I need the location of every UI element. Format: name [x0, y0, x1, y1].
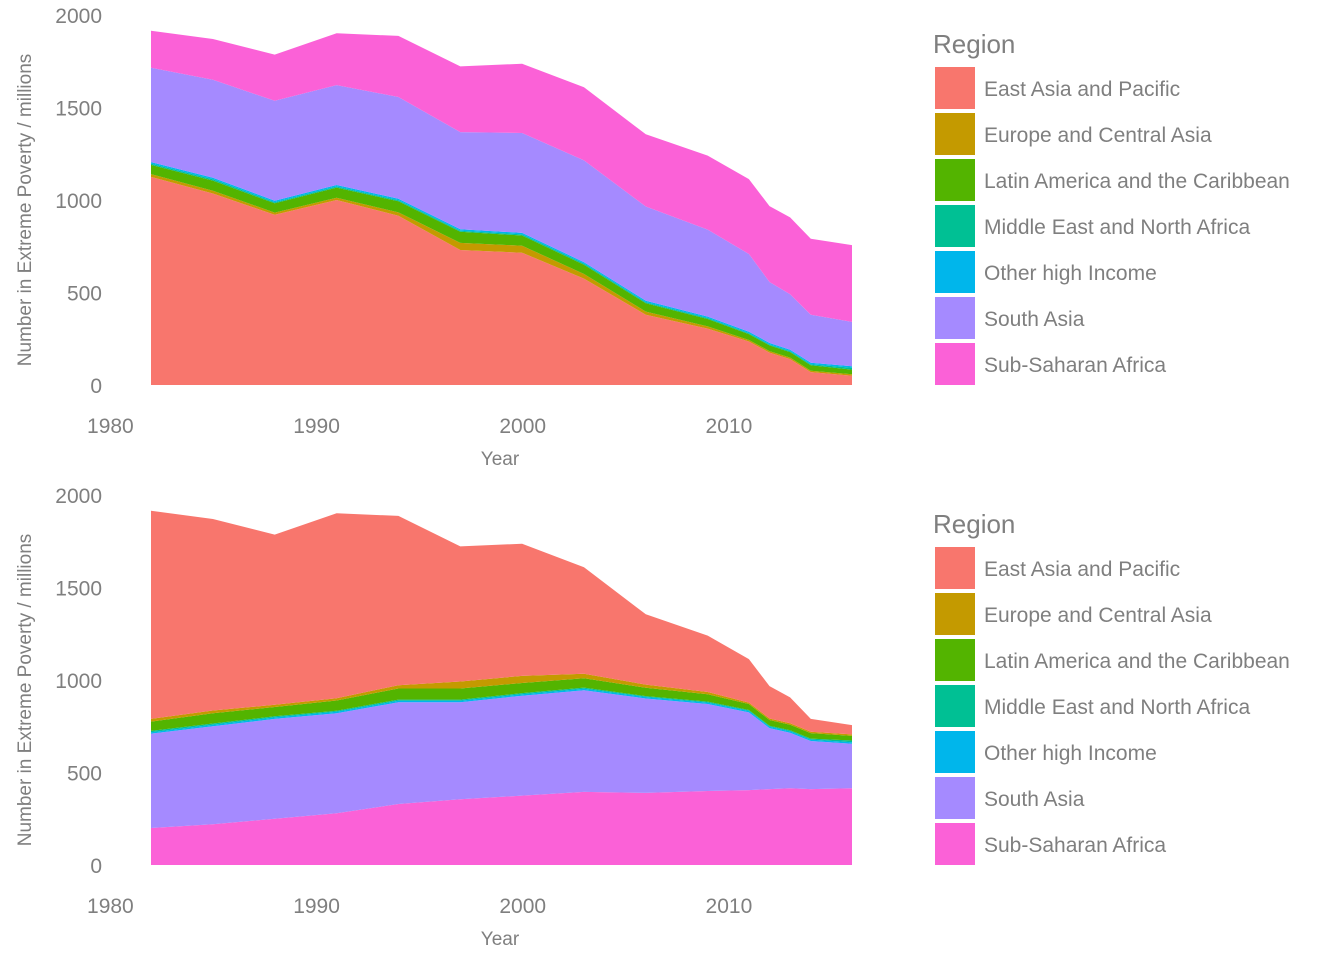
y-tick-label: 2000: [55, 5, 102, 28]
legend: Region East Asia and Pacific Europe and Ce…: [933, 29, 1290, 385]
area-other-high-income: [151, 162, 852, 368]
area-sub-saharan-africa: [151, 30, 852, 322]
legend-swatch-south-asia: [935, 297, 975, 339]
area-east-asia-and-pacific: [151, 510, 852, 735]
legend-swatch-east-asia-and-pacific: [935, 67, 975, 109]
area-latin-america-and-the-caribbean: [151, 164, 852, 375]
legend-label-other-high-income: Other high Income: [984, 262, 1157, 285]
legend: Region East Asia and Pacific Europe and Ce…: [933, 509, 1290, 865]
x-tick-label: 2010: [706, 895, 753, 918]
x-axis-label: Year: [481, 929, 520, 950]
x-tick-label: 1980: [87, 415, 134, 438]
legend-label-europe-and-central-asia: Europe and Central Asia: [984, 124, 1212, 147]
area-latin-america-and-the-caribbean: [151, 678, 852, 741]
area-middle-east-and-north-africa: [151, 687, 852, 743]
x-tick-label: 2000: [499, 415, 546, 438]
area-europe-and-central-asia: [151, 673, 852, 736]
legend-swatch-europe-and-central-asia: [935, 113, 975, 155]
area-east-asia-and-pacific: [151, 176, 852, 385]
area-south-asia: [151, 690, 852, 828]
legend-label-south-asia: South Asia: [984, 308, 1085, 331]
y-tick-label: 0: [90, 855, 102, 878]
legend-swatch-middle-east-and-north-africa: [935, 685, 975, 727]
legend-label-east-asia-and-pacific: East Asia and Pacific: [984, 558, 1180, 581]
x-tick-label: 1990: [293, 415, 340, 438]
y-tick-label: 1000: [55, 190, 102, 213]
chart-panel-1: 0 500 1000 1500 2000 1980 1990 2000 2010 Year Numb…: [15, 5, 1290, 470]
area-south-asia: [151, 67, 852, 367]
area-europe-and-central-asia: [151, 174, 852, 376]
legend-swatch-middle-east-and-north-africa: [935, 205, 975, 247]
area-sub-saharan-africa: [151, 788, 852, 865]
legend-swatch-other-high-income: [935, 251, 975, 293]
y-tick-label: 0: [90, 375, 102, 398]
x-tick-label: 1990: [293, 895, 340, 918]
legend-label-latin-america-and-the-caribbean: Latin America and the Caribbean: [984, 650, 1290, 673]
legend-label-middle-east-and-north-africa: Middle East and North Africa: [984, 696, 1250, 719]
y-axis-label: Number in Extreme Poverty / millions: [15, 534, 36, 847]
y-tick-label: 500: [67, 763, 102, 786]
legend-label-other-high-income: Other high Income: [984, 742, 1157, 765]
legend-swatch-east-asia-and-pacific: [935, 547, 975, 589]
legend-swatch-sub-saharan-africa: [935, 823, 975, 865]
x-tick-label: 2010: [706, 415, 753, 438]
legend-label-latin-america-and-the-caribbean: Latin America and the Caribbean: [984, 170, 1290, 193]
y-axis-label: Number in Extreme Poverty / millions: [15, 54, 36, 367]
area-other-high-income: [151, 688, 852, 744]
legend-swatch-latin-america-and-the-caribbean: [935, 159, 975, 201]
y-tick-label: 1000: [55, 670, 102, 693]
legend-label-south-asia: South Asia: [984, 788, 1085, 811]
legend-label-sub-saharan-africa: Sub-Saharan Africa: [984, 354, 1166, 377]
chart-panel-2: 0 500 1000 1500 2000 1980 1990 2000 2010 Year Numb…: [15, 485, 1290, 950]
legend-swatch-other-high-income: [935, 731, 975, 773]
legend-label-europe-and-central-asia: Europe and Central Asia: [984, 604, 1212, 627]
legend-label-east-asia-and-pacific: East Asia and Pacific: [984, 78, 1180, 101]
x-axis-label: Year: [481, 449, 520, 470]
x-tick-label: 1980: [87, 895, 134, 918]
legend-title: Region: [933, 509, 1015, 539]
legend-swatch-south-asia: [935, 777, 975, 819]
area-middle-east-and-north-africa: [151, 163, 852, 370]
y-tick-label: 2000: [55, 485, 102, 508]
y-tick-label: 1500: [55, 98, 102, 121]
y-tick-label: 1500: [55, 578, 102, 601]
legend-swatch-latin-america-and-the-caribbean: [935, 639, 975, 681]
legend-swatch-europe-and-central-asia: [935, 593, 975, 635]
x-tick-label: 2000: [499, 895, 546, 918]
y-tick-label: 500: [67, 283, 102, 306]
legend-swatch-sub-saharan-africa: [935, 343, 975, 385]
legend-title: Region: [933, 29, 1015, 59]
legend-label-middle-east-and-north-africa: Middle East and North Africa: [984, 216, 1250, 239]
legend-label-sub-saharan-africa: Sub-Saharan Africa: [984, 834, 1166, 857]
